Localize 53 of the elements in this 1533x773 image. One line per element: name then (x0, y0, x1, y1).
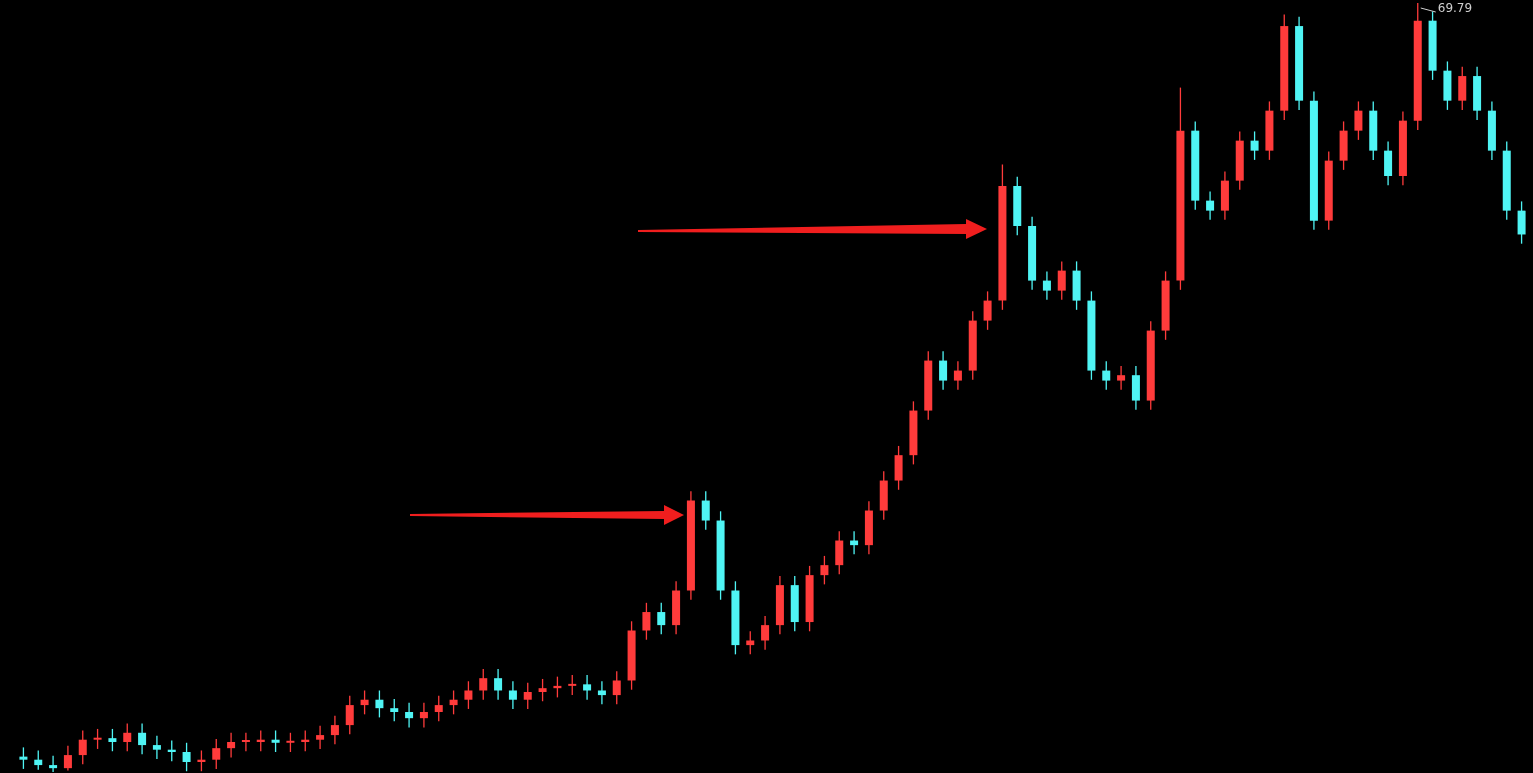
candlestick (419, 702, 428, 729)
candlestick (657, 602, 666, 635)
candlestick (375, 689, 384, 719)
candlestick (123, 722, 132, 752)
candlestick (78, 729, 87, 765)
candlestick (152, 735, 161, 760)
annotation: 69.79 (1437, 1, 1473, 16)
candlestick (241, 732, 250, 752)
candlestick (494, 668, 503, 701)
candlestick (953, 360, 962, 391)
candlestick (345, 695, 354, 735)
candlestick (538, 678, 547, 702)
candlestick (271, 729, 280, 753)
candlestick (360, 689, 369, 715)
candlestick (1042, 270, 1051, 301)
candlestick (568, 674, 577, 696)
candlestick (434, 695, 443, 722)
candlestick (34, 749, 43, 771)
candlestick (138, 722, 147, 755)
candlestick (983, 290, 992, 331)
candlestick (212, 738, 221, 770)
candlestick (63, 745, 72, 772)
candlestick (583, 674, 592, 701)
candlestick (1102, 360, 1111, 391)
candlestick (108, 728, 117, 752)
candlestick (19, 746, 28, 770)
candlestick (405, 702, 414, 729)
candlestick (820, 555, 829, 586)
candlestick (1517, 200, 1526, 245)
candlestick (49, 755, 58, 773)
candlestick (316, 725, 325, 750)
candlestick (701, 490, 710, 531)
candlestick (508, 680, 517, 710)
candlestick (523, 682, 532, 710)
candlestick (286, 732, 295, 753)
candlestick (182, 742, 191, 772)
candlestick (1057, 260, 1066, 301)
candlestick (939, 350, 948, 391)
candlestick (479, 668, 488, 701)
candlestick (1117, 365, 1126, 391)
candlestick (449, 689, 458, 715)
candlestick (597, 680, 606, 705)
candlestick (464, 680, 473, 710)
candlestick (390, 698, 399, 722)
candlestick (612, 670, 621, 705)
candlestick (227, 732, 236, 759)
candlestick (642, 602, 651, 641)
candlestick (761, 615, 770, 651)
candlestick (330, 715, 339, 745)
candlestick (1206, 190, 1215, 221)
candlestick (93, 728, 102, 750)
candlestick (1354, 100, 1363, 141)
candlestick (1250, 130, 1259, 161)
